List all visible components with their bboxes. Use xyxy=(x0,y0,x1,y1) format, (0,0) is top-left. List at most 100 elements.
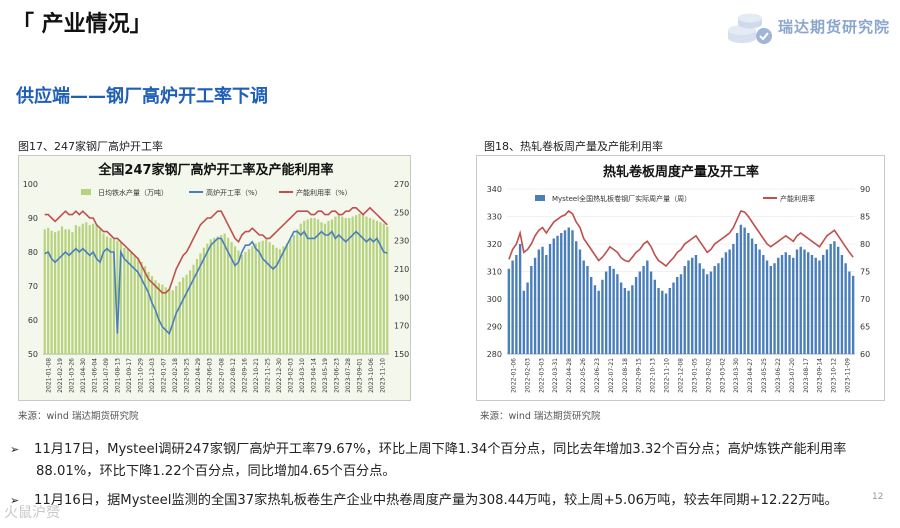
bar xyxy=(213,237,216,354)
bar xyxy=(526,282,529,354)
left-tick-label: 50 xyxy=(28,350,38,359)
left-tick-label: 80 xyxy=(28,248,38,257)
bar xyxy=(303,220,306,354)
bar xyxy=(792,257,795,354)
bar xyxy=(720,257,724,354)
bar xyxy=(105,236,109,354)
right-tick-label: 80 xyxy=(860,240,870,249)
bar xyxy=(788,255,791,354)
bar xyxy=(545,255,548,354)
bar xyxy=(230,242,233,354)
bar xyxy=(758,249,761,354)
section-heading: 供应端——钢厂高炉开工率下调 xyxy=(16,86,268,107)
bar xyxy=(732,244,735,354)
x-tick-label: 2021-07-09 xyxy=(103,358,110,393)
bar xyxy=(57,230,60,354)
bar xyxy=(323,223,327,354)
bar xyxy=(582,260,585,354)
x-tick-label: 2023-03-30 xyxy=(733,358,740,393)
bar xyxy=(743,227,746,354)
bar xyxy=(178,281,181,354)
bar xyxy=(634,277,638,354)
bar xyxy=(548,244,552,354)
bar xyxy=(803,249,806,354)
bullet1-line1: 11月17日，Mysteel调研247家钢厂高炉开工率79.67%，环比上周下降… xyxy=(34,442,847,457)
right-tick-label: 230 xyxy=(394,237,409,246)
bar xyxy=(285,243,289,354)
bar xyxy=(361,215,365,354)
bar xyxy=(844,263,847,354)
bar xyxy=(795,249,799,354)
bar xyxy=(327,220,330,354)
x-tick-label: 2022-07-08 xyxy=(218,358,225,393)
bar xyxy=(71,232,74,354)
bullet-hot-rolled: ➢ 11月16日，据Mysteel监测的全国37家热轧板卷生产企业中热卷周度产量为… xyxy=(10,490,890,512)
legend-swatch xyxy=(535,195,545,201)
x-tick-label: 2021-08-13 xyxy=(114,358,121,393)
bar xyxy=(126,249,129,354)
bar xyxy=(202,247,205,354)
bar xyxy=(130,252,133,354)
bar xyxy=(292,235,295,354)
bar xyxy=(209,239,212,354)
x-tick-label: 2022-01-06 xyxy=(510,358,517,393)
x-tick-label: 2022-03-25 xyxy=(184,358,191,393)
left-tick-label: 290 xyxy=(487,323,502,332)
bar xyxy=(578,249,582,354)
bar xyxy=(840,255,844,354)
bar xyxy=(563,230,567,354)
x-tick-label: 2022-10-13 xyxy=(650,358,657,393)
bar xyxy=(223,233,226,354)
bar xyxy=(161,284,164,354)
left-tick-label: 300 xyxy=(487,295,502,304)
bar xyxy=(192,264,195,354)
bar xyxy=(265,239,268,354)
bar xyxy=(95,225,98,354)
bar xyxy=(251,246,254,354)
x-tick-label: 2022-03-03 xyxy=(538,358,545,393)
bar xyxy=(116,240,119,354)
bar xyxy=(78,226,81,354)
bar xyxy=(282,246,285,354)
left-tick-label: 340 xyxy=(487,185,502,194)
bar xyxy=(220,235,223,354)
legend-label: 产能利用率（%） xyxy=(296,188,352,197)
bar xyxy=(821,255,825,354)
bar xyxy=(244,252,247,354)
bar xyxy=(344,218,347,354)
bar xyxy=(762,255,765,354)
bar xyxy=(216,236,219,354)
left-tick-label: 280 xyxy=(487,350,502,359)
bar xyxy=(168,288,171,354)
left-tick-label: 70 xyxy=(28,282,38,291)
bar xyxy=(54,232,57,354)
bar xyxy=(604,271,608,354)
bar xyxy=(358,213,361,354)
bar xyxy=(851,275,855,354)
bar xyxy=(320,222,323,354)
right-tick-label: 70 xyxy=(860,295,870,304)
bar xyxy=(150,276,154,354)
x-tick-label: 2023-11-10 xyxy=(380,358,387,393)
bar xyxy=(661,290,664,354)
x-tick-label: 2021-09-17 xyxy=(126,358,133,393)
bar xyxy=(64,229,67,354)
bar xyxy=(769,266,773,354)
bar xyxy=(601,279,604,354)
bar xyxy=(627,290,630,354)
bar xyxy=(247,249,250,354)
bar xyxy=(137,257,140,354)
x-tick-label: 2021-06-04 xyxy=(91,358,98,393)
bar xyxy=(560,233,563,354)
bar xyxy=(112,239,116,354)
bar xyxy=(372,219,375,354)
x-tick-label: 2022-04-28 xyxy=(566,358,573,393)
legend-label: 产能利用率 xyxy=(780,194,815,203)
bar xyxy=(98,229,102,354)
x-tick-label: 2022-07-21 xyxy=(608,358,615,393)
bar xyxy=(836,246,840,354)
x-tick-label: 2023-09-14 xyxy=(817,358,824,393)
bar xyxy=(687,260,690,354)
bar xyxy=(511,260,514,354)
right-tick-label: 85 xyxy=(860,213,870,222)
